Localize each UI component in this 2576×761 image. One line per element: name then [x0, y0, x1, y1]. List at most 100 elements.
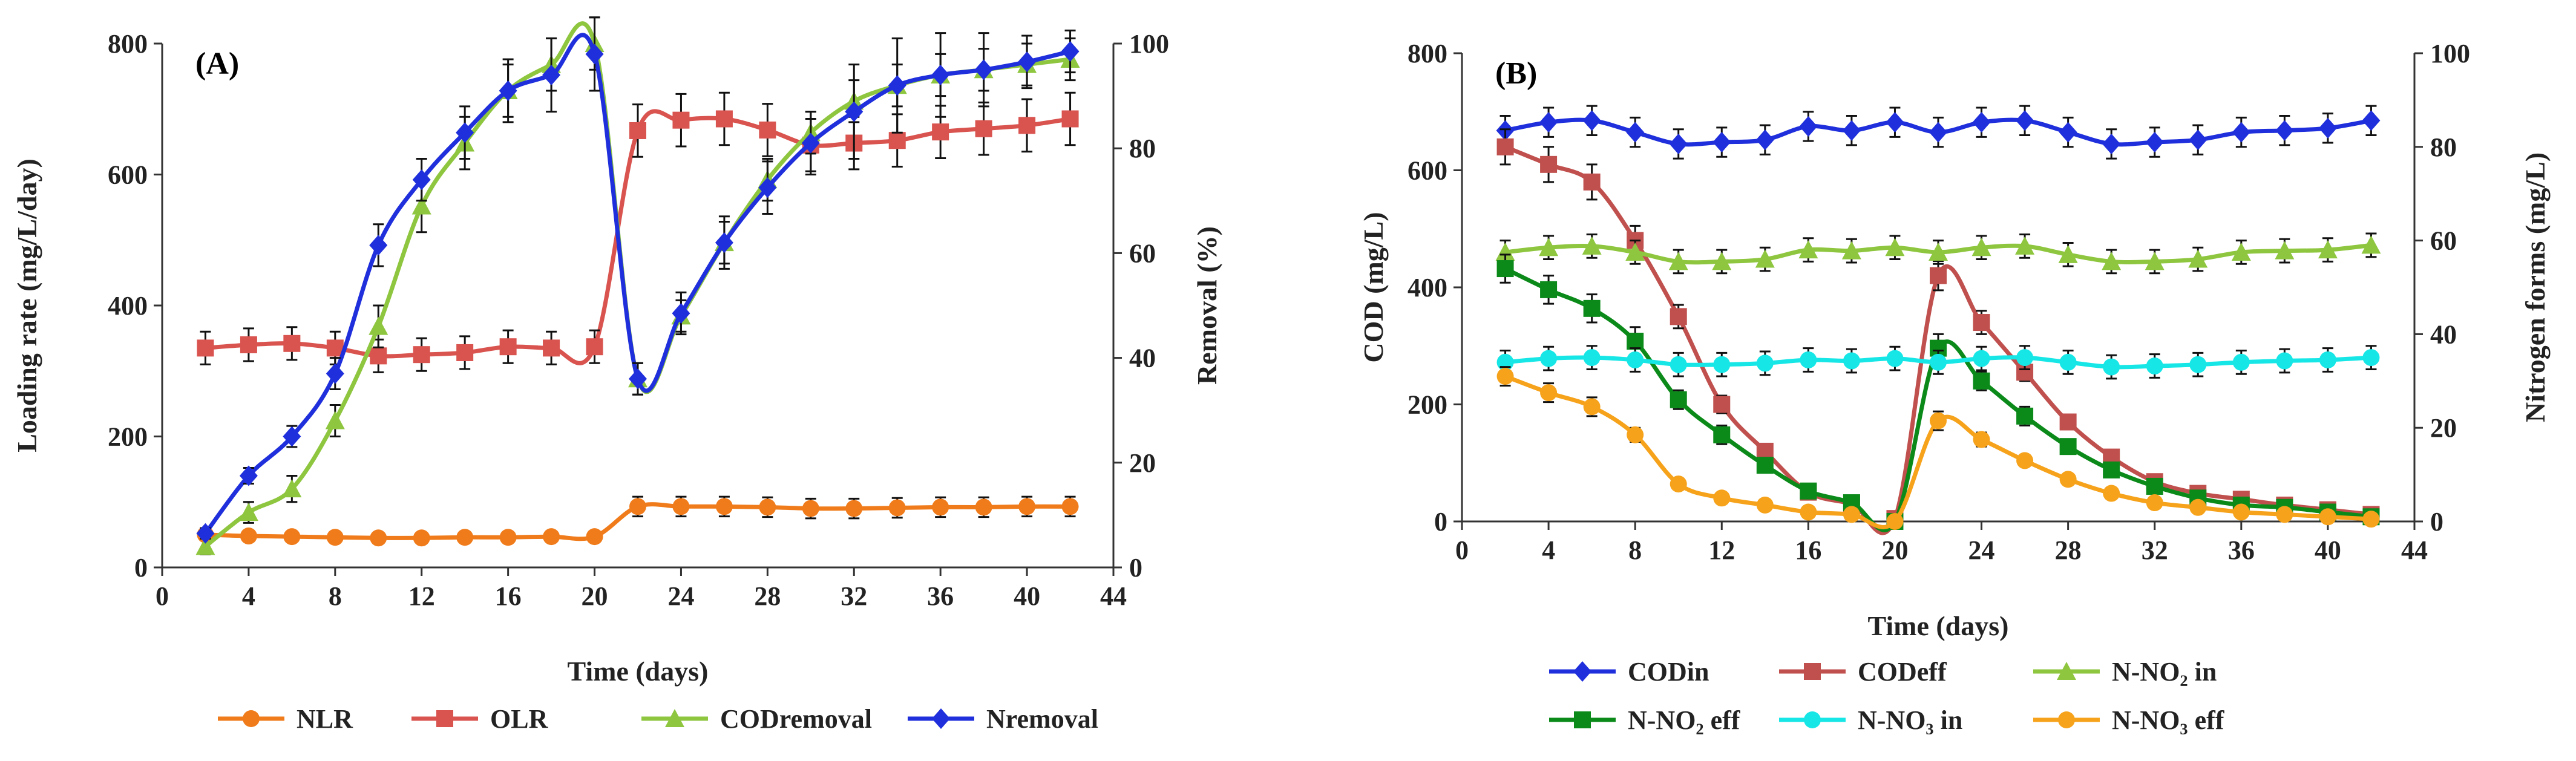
data-point [1582, 110, 1601, 131]
x-tick-label: 0 [1455, 535, 1469, 565]
y-right-tick-label: 40 [2430, 319, 2457, 349]
data-point [2146, 358, 2163, 375]
data-point [1713, 396, 1731, 413]
legend-item: N-NO₂ eff [1549, 705, 1741, 735]
data-point [1018, 498, 1036, 515]
data-point [1930, 267, 1947, 284]
data-point [1539, 112, 1558, 133]
x-tick-label: 12 [408, 581, 435, 611]
data-point [2146, 477, 2163, 495]
y-right-tick-label: 40 [1129, 344, 1156, 373]
data-point [2275, 241, 2295, 260]
data-point [1843, 506, 1860, 523]
data-point [1843, 352, 1860, 370]
data-point [1929, 122, 1947, 143]
data-point [1800, 482, 1817, 500]
data-point [499, 529, 517, 546]
data-point [586, 528, 603, 546]
data-point [370, 347, 387, 365]
data-point [1973, 314, 1990, 332]
data-point [715, 498, 733, 515]
data-point [1670, 308, 1687, 325]
data-point [1713, 356, 1731, 373]
y-left-tick-label: 0 [134, 553, 148, 583]
x-tick-label: 44 [1100, 581, 1127, 611]
data-point [1583, 299, 1601, 317]
data-point [888, 499, 906, 517]
x-tick-label: 8 [1628, 535, 1642, 565]
y-left-tick-label: 200 [108, 422, 148, 452]
y-left-tick-label: 800 [108, 29, 148, 59]
y-right-tick-label: 20 [2430, 413, 2457, 443]
data-point [1669, 133, 1688, 154]
data-point [1061, 41, 1080, 62]
data-point [802, 500, 819, 517]
data-point [801, 132, 820, 154]
data-point [2189, 129, 2207, 151]
y-right-tick-label: 0 [2430, 507, 2443, 537]
x-tick-label: 20 [1881, 535, 1908, 565]
data-point [2232, 353, 2250, 371]
data-point [1756, 457, 1774, 474]
data-point [2362, 349, 2380, 367]
data-point [1018, 51, 1037, 73]
data-point [1973, 350, 1990, 367]
x-tick-label: 8 [329, 581, 342, 611]
data-point [283, 426, 301, 447]
x-tick-label: 28 [754, 581, 781, 611]
data-point [197, 339, 214, 357]
x-tick-label: 20 [582, 581, 608, 611]
data-point [845, 101, 864, 122]
data-point [413, 529, 430, 547]
legend-swatch-marker [932, 708, 950, 729]
data-point [2361, 235, 2381, 254]
x-tick-label: 24 [667, 581, 694, 611]
data-point [1018, 117, 1036, 134]
data-point [586, 338, 603, 356]
data-point [629, 368, 647, 390]
x-tick-label: 40 [2315, 535, 2341, 565]
data-point [1930, 353, 1947, 371]
data-point [1973, 372, 1990, 390]
x-tick-label: 36 [927, 581, 954, 611]
y-left-tick-label: 600 [1408, 156, 1447, 186]
series-olr [197, 91, 1079, 373]
data-point [1930, 412, 1947, 429]
data-point [195, 537, 215, 555]
data-point [672, 111, 690, 129]
data-point [931, 64, 950, 85]
data-point [974, 59, 993, 80]
data-point [2145, 252, 2165, 270]
data-point [1668, 252, 1688, 270]
data-point [1496, 138, 1514, 155]
data-point [1061, 110, 1079, 128]
data-point [1626, 122, 1645, 143]
legend: CODin CODeff N-NO₂ in N-NO₂ eff N-NO₃ in N-NO… [1549, 657, 2225, 735]
data-point [2145, 132, 2164, 153]
x-axis-title: Time (days) [1868, 610, 2009, 641]
data-point [2231, 242, 2251, 261]
legend-swatch-marker [1804, 711, 1821, 728]
x-tick-label: 12 [1708, 535, 1735, 565]
legend-item: N-NO₃ in [1779, 705, 1962, 735]
data-point [1583, 173, 1601, 191]
data-point [1886, 112, 1904, 133]
data-point [239, 465, 258, 486]
data-point [1670, 475, 1687, 493]
legend-label: Nremoval [986, 704, 1098, 734]
series-nlr [197, 495, 1079, 547]
series-line [205, 109, 1071, 365]
data-point [2102, 133, 2121, 154]
data-point [2362, 110, 2381, 131]
data-point [412, 169, 431, 191]
data-point [240, 527, 257, 545]
legend-swatch-marker [436, 710, 453, 727]
data-point [2146, 494, 2163, 512]
data-point [1885, 238, 1905, 256]
y-right-tick-label: 20 [1129, 448, 1156, 478]
data-point [543, 528, 560, 546]
data-point [456, 344, 474, 361]
data-point [1755, 249, 1775, 268]
data-point [1756, 354, 1774, 372]
